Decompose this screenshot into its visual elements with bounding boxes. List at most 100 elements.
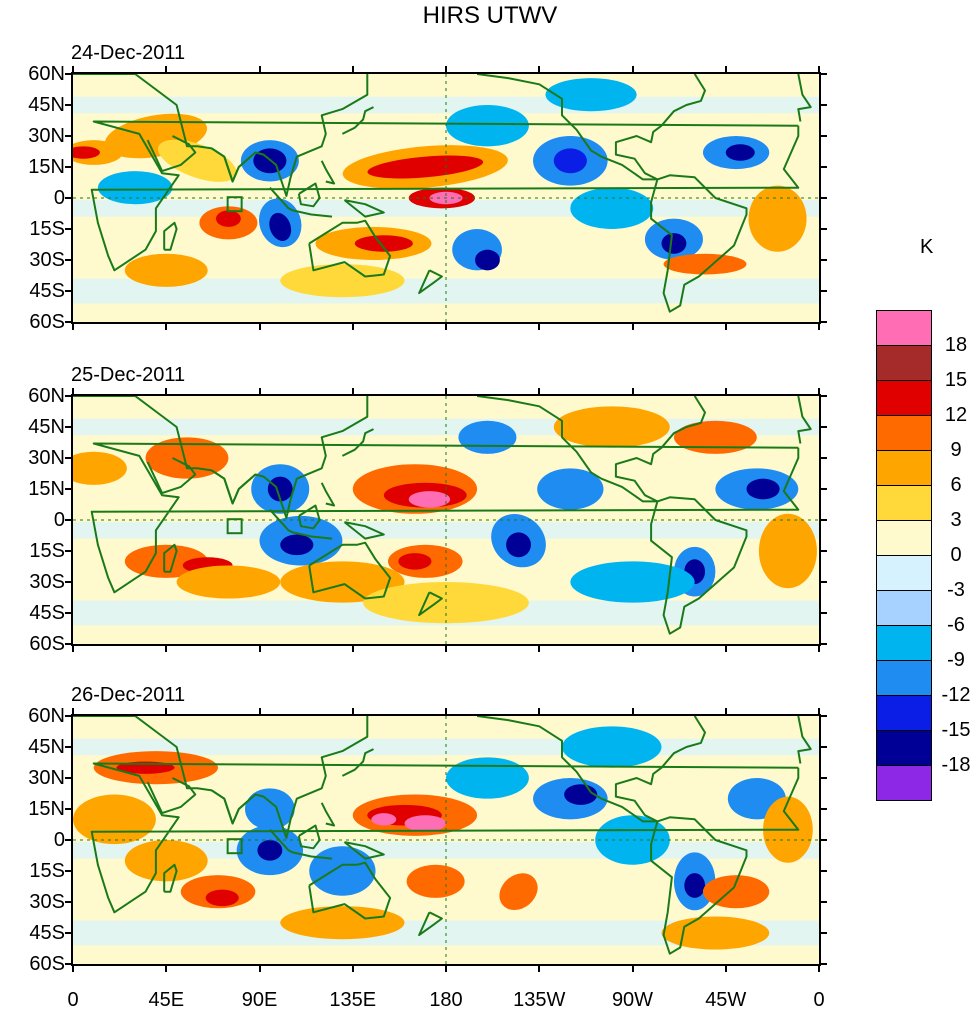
- anomaly-blob: [280, 264, 405, 298]
- anomaly-blob: [458, 420, 517, 454]
- anomaly-blob: [363, 582, 529, 624]
- anomaly-blob: [371, 813, 397, 826]
- longitude-tick: [538, 966, 541, 972]
- colorbar-swatch: [876, 380, 932, 416]
- latitude-label: 15S: [29, 860, 65, 882]
- latitude-tick: [65, 612, 71, 614]
- coastline: [320, 802, 336, 827]
- latitude-tick: [821, 901, 827, 903]
- coastline: [146, 457, 197, 495]
- latitude-tick: [65, 426, 71, 428]
- latitude-tick: [821, 457, 827, 459]
- latitude-tick: [821, 612, 827, 614]
- anomaly-blob: [564, 784, 598, 805]
- coastline: [163, 221, 178, 251]
- coastline: [343, 199, 385, 218]
- latitude-tick: [821, 839, 827, 841]
- coastline: [650, 816, 748, 955]
- panel-1-date: 24-Dec-2011: [71, 42, 186, 64]
- longitude-tick: [351, 388, 354, 394]
- latitude-tick: [821, 228, 827, 230]
- anomaly-field: [73, 396, 819, 644]
- latitude-label: 45N: [28, 416, 65, 438]
- colorbar-level-label: -6: [947, 614, 965, 636]
- coastline: [418, 269, 443, 295]
- anomaly-blob: [499, 873, 538, 911]
- longitude-tick: [72, 66, 74, 72]
- longitude-tick: [72, 708, 74, 714]
- latitude-label: 60S: [29, 633, 65, 655]
- anomaly-blob: [176, 565, 281, 599]
- anomaly-blob: [157, 139, 237, 182]
- colorbar-level-label: 6: [950, 474, 962, 496]
- coastline: [341, 748, 374, 777]
- anomaly-blob: [404, 815, 446, 832]
- anomaly-blob: [269, 212, 292, 241]
- coastline: [797, 716, 812, 764]
- anomaly-blob: [506, 532, 531, 558]
- latitude-tick: [65, 870, 71, 872]
- coastline: [476, 74, 658, 181]
- colorbar-swatch: [876, 485, 932, 521]
- latitude-tick: [65, 457, 71, 459]
- anomaly-blob: [553, 406, 670, 448]
- anomaly-blob: [446, 757, 529, 799]
- coastline: [476, 396, 658, 503]
- latitude-tick: [821, 519, 827, 521]
- longitude-label: 90E: [241, 989, 278, 1011]
- latitude-tick: [65, 581, 71, 583]
- longitude-tick: [165, 66, 168, 72]
- latitude-tick: [65, 808, 71, 810]
- longitude-tick: [351, 966, 354, 972]
- figure-title: HIRS UTWV: [422, 2, 558, 29]
- longitude-tick: [724, 66, 727, 72]
- colorbar-swatch: [876, 625, 932, 661]
- coastline: [269, 187, 333, 218]
- longitude-tick: [258, 324, 261, 330]
- longitude-tick: [445, 66, 447, 72]
- latitude-label: 30N: [28, 447, 65, 469]
- longitude-tick: [258, 388, 261, 394]
- map-panel-26-dec: [71, 714, 821, 966]
- anomaly-blob: [758, 513, 817, 589]
- latitude-label: 45N: [28, 94, 65, 116]
- anomaly-field: [73, 74, 819, 322]
- colorbar-swatch: [876, 590, 932, 626]
- longitude-label: 180: [429, 989, 463, 1011]
- coastline: [341, 428, 374, 457]
- latitude-tick: [821, 870, 827, 872]
- coastline: [297, 824, 321, 850]
- latitude-label: 15S: [29, 218, 65, 240]
- coastline: [343, 841, 385, 860]
- longitude-label: 135E: [329, 989, 377, 1011]
- longitude-tick: [724, 966, 727, 972]
- coastline: [320, 160, 336, 185]
- colorbar-swatch: [876, 555, 932, 591]
- anomaly-blob: [73, 451, 127, 485]
- longitude-tick: [445, 708, 447, 714]
- anomaly-blob: [205, 889, 239, 907]
- longitude-tick: [818, 646, 820, 652]
- latitude-tick: [65, 104, 71, 106]
- latitude-label: 45S: [29, 602, 65, 624]
- longitude-tick: [72, 388, 74, 394]
- longitude-tick: [538, 646, 541, 652]
- longitude-label: 45E: [148, 989, 185, 1011]
- latitude-label: 45S: [29, 922, 65, 944]
- coastline: [308, 861, 392, 920]
- longitude-tick: [165, 966, 168, 972]
- latitude-tick: [821, 746, 827, 748]
- colorbar-level-label: -9: [947, 649, 965, 671]
- longitude-tick: [631, 966, 634, 972]
- coastline: [163, 863, 178, 893]
- colorbar-level-label: 12: [944, 404, 968, 426]
- longitude-tick: [165, 708, 168, 714]
- colorbar-swatch: [876, 730, 932, 766]
- longitude-tick: [818, 388, 820, 394]
- anomaly-blob: [244, 788, 295, 830]
- anomaly-blob: [570, 187, 654, 229]
- coastline: [797, 396, 812, 444]
- latitude-tick: [65, 777, 71, 779]
- coastline: [343, 521, 385, 540]
